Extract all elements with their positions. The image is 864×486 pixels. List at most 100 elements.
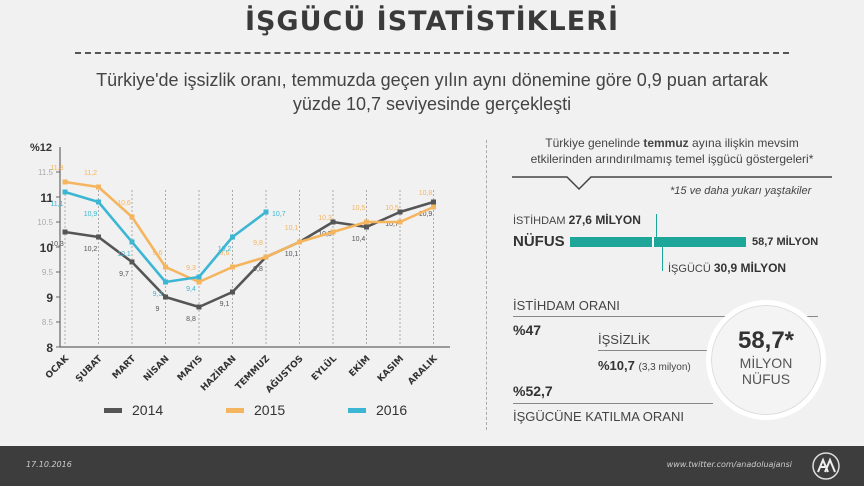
isgucu-callout: İŞGÜCÜ 30,9 MİLYON — [668, 261, 786, 275]
y-tick-label: 10.5 — [37, 218, 53, 227]
y-tick-label: 11.5 — [38, 168, 54, 177]
y-tick-label: 10 — [40, 241, 54, 255]
title-divider — [75, 52, 789, 54]
data-label-2015: 10,1 — [285, 225, 299, 232]
data-label-2015: 9,6 — [153, 250, 163, 257]
legend-swatch-2015 — [226, 407, 244, 413]
data-label-2015: 10,5 — [352, 205, 366, 212]
istihdam-orani-label: İSTİHDAM ORANI — [513, 298, 620, 313]
data-point-2016 — [263, 209, 269, 215]
data-label-2014: 8,8 — [186, 316, 196, 323]
x-tick-label: EYLÜL — [309, 353, 339, 383]
data-label-2014: 10,1 — [285, 251, 299, 258]
data-label-2014: 9,8 — [253, 266, 263, 273]
data-point-2015 — [163, 264, 168, 270]
data-point-2014 — [196, 304, 202, 310]
circle-value: 58,7* — [737, 327, 795, 354]
data-label-2016: 10,1 — [117, 251, 131, 258]
data-point-2015 — [230, 264, 235, 270]
data-label-2014: 10,9 — [419, 211, 433, 218]
istihdam-label: İSTİHDAM — [513, 215, 566, 227]
issizlik-note: (3,3 milyon) — [638, 362, 691, 373]
intro-month: temmuz — [643, 136, 689, 150]
footer-source-link[interactable]: www.twitter.com/anadoluajansi — [666, 460, 792, 469]
katilim-value: %52,7 — [513, 383, 553, 399]
data-label-2015: 10,3 — [318, 215, 332, 222]
intro-text: Türkiye genelinde — [545, 136, 644, 150]
data-point-2016 — [96, 199, 101, 205]
y-tick-label: 11 — [40, 191, 53, 205]
population-circle: 58,7* MİLYON NÜFUS — [706, 300, 826, 420]
data-label-2015: 9,3 — [186, 265, 196, 272]
data-point-2015 — [330, 229, 336, 235]
data-label-2016: 10,2 — [218, 246, 232, 253]
katilim-rule — [513, 403, 713, 404]
footnote: *15 ve daha yukarı yaştakiler — [670, 185, 812, 197]
nufus-bar — [570, 237, 746, 247]
page-title: İŞGÜCÜ İSTATİSTİKLERİ — [244, 6, 620, 37]
data-point-2015 — [196, 279, 202, 285]
isgucu-label: İŞGÜCÜ — [668, 263, 711, 275]
indicators-intro-line-1: Türkiye genelinde temmuz ayına ilişkin m… — [512, 135, 832, 151]
data-point-2014 — [62, 229, 68, 235]
data-label-2015: 9,6 — [220, 250, 230, 257]
data-label-2014: 10,4 — [352, 236, 366, 243]
unemployment-line-chart: %12 8 8.5 9 9.5 10 10.5 11 11.5 OCAK ŞUBAT MART NİSA… — [30, 142, 450, 395]
istihdam-orani-rule — [513, 316, 818, 317]
agency-logo-icon — [812, 452, 840, 480]
data-point-2014 — [163, 294, 168, 300]
data-label-2016: 9,4 — [186, 286, 196, 293]
isgucu-marker — [662, 247, 663, 271]
x-tick-label: ARALIK — [406, 353, 440, 387]
subtitle-line-1: Türkiye'de işsizlik oranı, temmuzda geçe… — [96, 70, 768, 90]
x-tick-label: EKİM — [347, 353, 373, 379]
isgucu-value: 30,9 MİLYON — [713, 261, 787, 275]
data-label-2015: 9,8 — [253, 240, 263, 247]
pointer-divider — [512, 176, 832, 191]
x-tick-label: NİSAN — [141, 353, 171, 383]
data-point-2015 — [62, 179, 68, 185]
x-tick-label: ŞUBAT — [74, 353, 105, 384]
data-point-2014 — [129, 259, 135, 265]
circle-line-2: NÜFUS — [741, 371, 791, 387]
data-label-2014: 10,3 — [50, 241, 64, 248]
data-point-2015 — [297, 239, 302, 245]
legend-item-2014: 2014 — [104, 402, 163, 418]
y-tick-label: 8.5 — [42, 318, 54, 327]
issizlik-row: %10,7 (3,3 milyon) — [598, 358, 691, 373]
data-point-2015 — [364, 219, 369, 225]
data-point-2016 — [62, 189, 68, 195]
data-point-2014 — [230, 289, 235, 295]
data-point-2016 — [129, 239, 135, 245]
data-label-2014: 10,2 — [84, 246, 98, 253]
footer-bar: 17.10.2016 www.twitter.com/anadoluajansi — [0, 446, 864, 486]
column-divider — [486, 140, 487, 430]
data-point-2015 — [96, 184, 101, 190]
data-point-2014 — [330, 219, 336, 225]
legend-swatch-2014 — [104, 407, 122, 413]
istihdam-callout: İSTİHDAM 27,6 MİLYON — [513, 213, 641, 227]
data-point-2014 — [96, 234, 101, 240]
y-tick-label: 8 — [46, 341, 53, 355]
y-tick-label: 9.5 — [42, 268, 54, 277]
x-tick-label: KASIM — [376, 354, 406, 384]
data-label-2015: 10,8 — [419, 190, 433, 197]
istihdam-orani-value: %47 — [513, 322, 542, 338]
legend-label-2016: 2016 — [376, 402, 408, 418]
circle-line-1: MİLYON — [739, 355, 793, 371]
subtitle: Türkiye'de işsizlik oranı, temmuzda geçe… — [60, 68, 804, 116]
subtitle-line-2: yüzde 10,7 seviyesinde gerçekleşti — [292, 94, 572, 114]
data-point-2014 — [397, 209, 403, 215]
issizlik-rule — [598, 350, 708, 351]
katilim-label: İŞGÜCÜNE KATILMA ORANI — [513, 409, 684, 424]
data-label-2014: 10,7 — [385, 221, 399, 228]
series-line-2014 — [64, 200, 434, 309]
data-point-2015 — [431, 204, 436, 210]
legend-label-2014: 2014 — [132, 402, 164, 418]
indicators-intro-line-2: etkilerinden arındırılmamış temel işgücü… — [530, 152, 814, 166]
data-point-2015 — [263, 254, 269, 260]
data-label-2015: 11,2 — [84, 170, 97, 177]
legend-item-2016: 2016 — [348, 402, 407, 418]
issizlik-value: %10,7 — [598, 358, 635, 373]
footer-date: 17.10.2016 — [26, 460, 72, 469]
